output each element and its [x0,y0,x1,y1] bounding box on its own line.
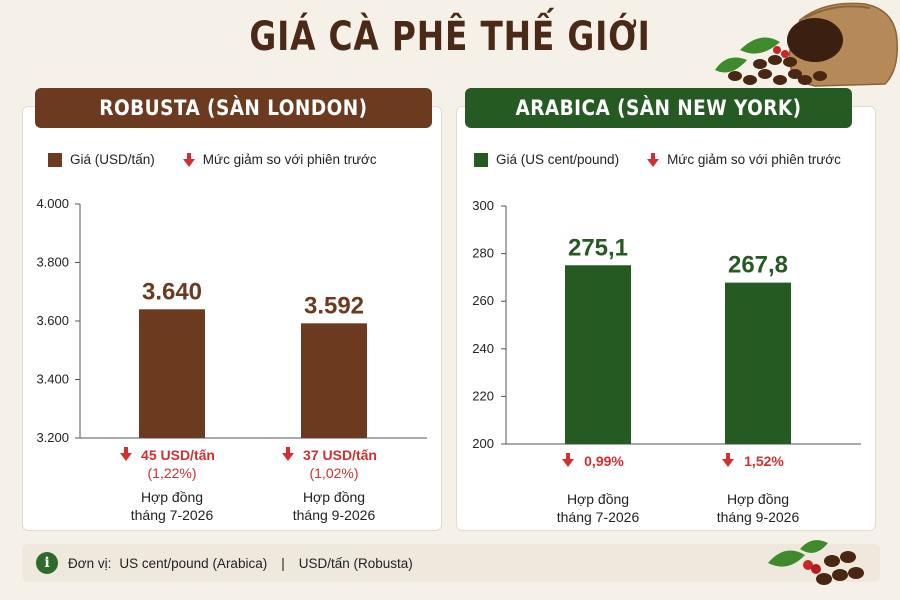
footer-units: i Đơn vị: US cent/pound (Arabica) | USD/… [22,544,880,582]
arabica-header: ARABICA (SÀN NEW YORK) [465,88,852,128]
bar-value-label: 275,1 [568,234,628,261]
bar-1 [565,265,631,444]
legend-decline-label: Mức giảm so với phiên trước [202,152,377,167]
arabica-panel [456,106,876,531]
legend-swatch-robusta [48,152,62,167]
coffee-bag-icon [715,2,898,87]
arrow-down-icon [647,152,660,167]
bar-1 [139,309,205,438]
category-label: tháng 7-2026 [557,509,640,525]
bar-value-label: 3.592 [304,292,364,319]
y-tick-label: 240 [472,341,494,356]
y-tick-label: 200 [472,436,494,451]
arrow-down-icon [120,447,132,461]
category-label: tháng 9-2026 [293,507,376,523]
decline-percent: (1,02%) [309,465,358,481]
category-label: tháng 7-2026 [131,507,214,523]
y-tick-label: 260 [472,293,494,308]
footer-unit-arabica: US cent/pound (Arabica) [119,555,268,571]
arrow-down-icon [282,447,294,461]
legend-price-label: Giá (USD/tấn) [70,152,155,167]
y-tick-label: 220 [472,388,494,403]
robusta-legend: Giá (USD/tấn) Mức giảm so với phiên trướ… [48,152,377,167]
arabica-header-text: ARABICA (SÀN NEW YORK) [515,96,802,120]
category-label: Hợp đồng [727,491,789,507]
arrow-down-icon [562,453,574,467]
bar-2 [725,282,791,444]
footer-label: Đơn vị: [68,555,112,571]
y-tick-label: 4.000 [36,196,69,211]
footer-unit-robusta: USD/tấn (Robusta) [298,555,413,571]
category-label: tháng 9-2026 [717,509,800,525]
bar-2 [301,323,367,438]
robusta-panel [22,106,442,531]
robusta-bar-chart: 3.200 3.400 3.600 3.800 4.000 3.640 45 USD/tấn… [36,196,427,523]
category-label: Hợp đồng [567,491,629,507]
legend-price-label: Giá (US cent/pound) [496,152,620,167]
y-tick-label: 3.600 [36,313,69,328]
decline-value: 1,52% [744,453,784,469]
decline-value: 45 USD/tấn [141,447,215,463]
decline-value: 37 USD/tấn [303,447,377,463]
arrow-down-icon [182,152,195,167]
legend-swatch-arabica [474,152,488,167]
robusta-header: ROBUSTA (SÀN LONDON) [35,88,432,128]
legend-decline-label: Mức giảm so với phiên trước [667,152,841,167]
coffee-beans-icon [768,540,864,585]
info-icon: i [36,552,58,574]
arabica-bar-chart: 200 220 240 260 280 300 275,1 0,99% Hợp đồng thán… [472,198,861,525]
bar-value-label: 267,8 [728,252,788,279]
category-label: Hợp đồng [303,489,365,505]
arrow-down-icon [722,453,734,467]
bar-value-label: 3.640 [142,278,202,305]
y-tick-label: 300 [472,198,494,213]
y-tick-label: 3.400 [36,372,69,387]
robusta-header-text: ROBUSTA (SÀN LONDON) [99,96,368,120]
decline-percent: (1,22%) [147,465,196,481]
arabica-legend: Giá (US cent/pound) Mức giảm so với phiê… [474,152,841,167]
decline-value: 0,99% [584,453,624,469]
page-title: GIÁ CÀ PHÊ THẾ GIỚI [249,14,651,60]
category-label: Hợp đồng [141,489,203,505]
y-tick-label: 3.800 [36,255,69,270]
y-tick-label: 3.200 [36,430,69,445]
footer-separator: | [281,555,285,571]
y-tick-label: 280 [472,246,494,261]
